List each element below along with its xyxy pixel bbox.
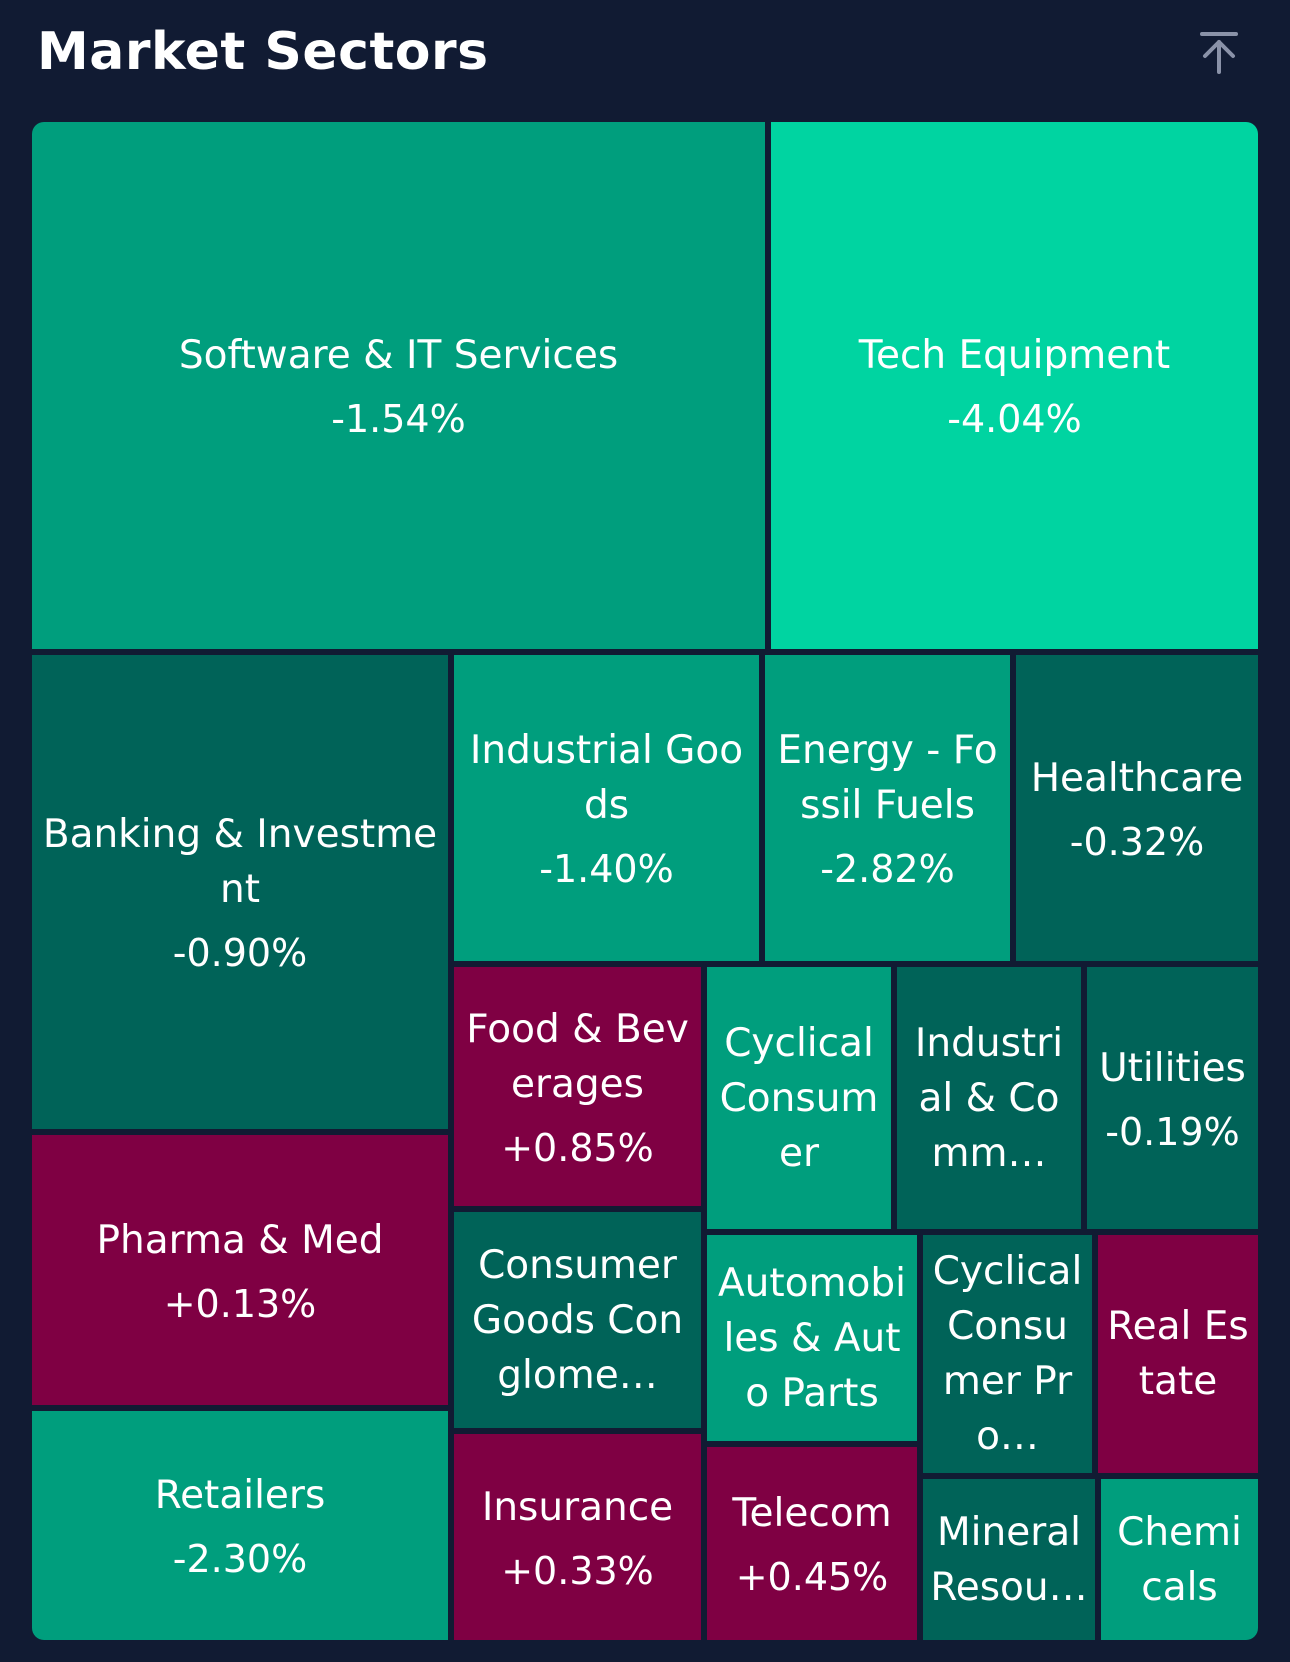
sector-label: Cyclical Consumer: [719, 1020, 879, 1176]
sector-change: -0.90%: [172, 931, 308, 975]
sector-label: Retailers: [154, 1473, 326, 1518]
sector-tile-food-beverages[interactable]: Food & Beverages +0.85%: [454, 967, 701, 1206]
sector-tile-chemicals[interactable]: Chemicals: [1101, 1479, 1258, 1640]
sector-change: -2.30%: [172, 1537, 308, 1581]
sector-tile-industrial-comm[interactable]: Industrial & Comm…: [897, 967, 1081, 1229]
sector-tile-telecom[interactable]: Telecom +0.45%: [707, 1447, 917, 1640]
sector-label: Healthcare: [1030, 755, 1244, 801]
sector-tile-real-estate[interactable]: Real Estate: [1098, 1235, 1258, 1473]
arrow-up-to-top-icon: [1200, 32, 1238, 74]
sector-label: Industrial Goods: [469, 728, 744, 828]
sector-change: +0.85%: [501, 1125, 654, 1170]
sector-tile-energy-fossil-fuels[interactable]: Energy - Fossil Fuels -2.82%: [765, 655, 1010, 961]
sector-tile-banking-investment[interactable]: Banking & Investment -0.90%: [32, 655, 448, 1129]
sector-treemap: Software & IT Services -1.54% Tech Equipme…: [32, 122, 1258, 1640]
sector-label: Insurance: [481, 1484, 674, 1530]
sector-tile-insurance[interactable]: Insurance +0.33%: [454, 1434, 701, 1640]
sector-change: +0.13%: [163, 1281, 317, 1326]
sector-label: Tech Equipment: [858, 333, 1171, 378]
sector-change: -0.19%: [1105, 1109, 1240, 1154]
sector-label: Food & Beverages: [466, 1006, 689, 1107]
sector-label: Banking & Investment: [42, 812, 438, 912]
sector-change: -4.04%: [947, 397, 1082, 441]
sector-change: -2.82%: [820, 847, 955, 891]
sector-change: +0.33%: [501, 1548, 654, 1593]
sector-tile-utilities[interactable]: Utilities -0.19%: [1087, 967, 1258, 1229]
sector-label: Software & IT Services: [178, 333, 619, 378]
sector-change: -0.32%: [1069, 819, 1205, 864]
sector-tile-cyclical-consumer[interactable]: Cyclical Consumer: [707, 967, 891, 1229]
sector-label: Industrial & Comm…: [914, 1020, 1064, 1176]
sector-tile-tech-equipment[interactable]: Tech Equipment -4.04%: [771, 122, 1258, 649]
page-title: Market Sectors: [37, 22, 489, 82]
sector-tile-retailers[interactable]: Retailers -2.30%: [32, 1411, 448, 1640]
sector-tile-pharma-med[interactable]: Pharma & Med +0.13%: [32, 1135, 448, 1405]
sector-tile-mineral-resou[interactable]: Mineral Resou…: [923, 1479, 1095, 1640]
sector-tile-software-it-services[interactable]: Software & IT Services -1.54%: [32, 122, 765, 649]
sector-tile-consumer-goods-conglome[interactable]: Consumer Goods Conglome…: [454, 1212, 701, 1428]
sector-label: Pharma & Med: [96, 1217, 384, 1263]
sector-change: +0.45%: [735, 1555, 889, 1599]
scroll-to-top-button[interactable]: [1190, 24, 1248, 82]
sector-label: Mineral Resou…: [930, 1509, 1088, 1610]
sector-label: Automobiles & Auto Parts: [718, 1260, 906, 1416]
sector-tile-healthcare[interactable]: Healthcare -0.32%: [1016, 655, 1258, 961]
sector-tile-cyclical-consumer-pro[interactable]: Cyclical Consumer Pro…: [923, 1235, 1092, 1473]
sector-label: Consumer Goods Conglome…: [471, 1242, 684, 1398]
sector-tile-industrial-goods[interactable]: Industrial Goods -1.40%: [454, 655, 759, 961]
sector-tile-automobiles-auto-parts[interactable]: Automobiles & Auto Parts: [707, 1235, 917, 1441]
sector-label: Energy - Fossil Fuels: [777, 728, 998, 828]
sector-change: -1.40%: [539, 847, 674, 891]
sector-label: Real Estate: [1107, 1304, 1249, 1404]
sector-change: -1.54%: [331, 397, 466, 441]
sector-label: Cyclical Consumer Pro…: [932, 1249, 1083, 1459]
sector-label: Utilities: [1099, 1045, 1246, 1091]
sector-label: Chemicals: [1117, 1509, 1242, 1610]
sector-label: Telecom: [732, 1491, 892, 1536]
